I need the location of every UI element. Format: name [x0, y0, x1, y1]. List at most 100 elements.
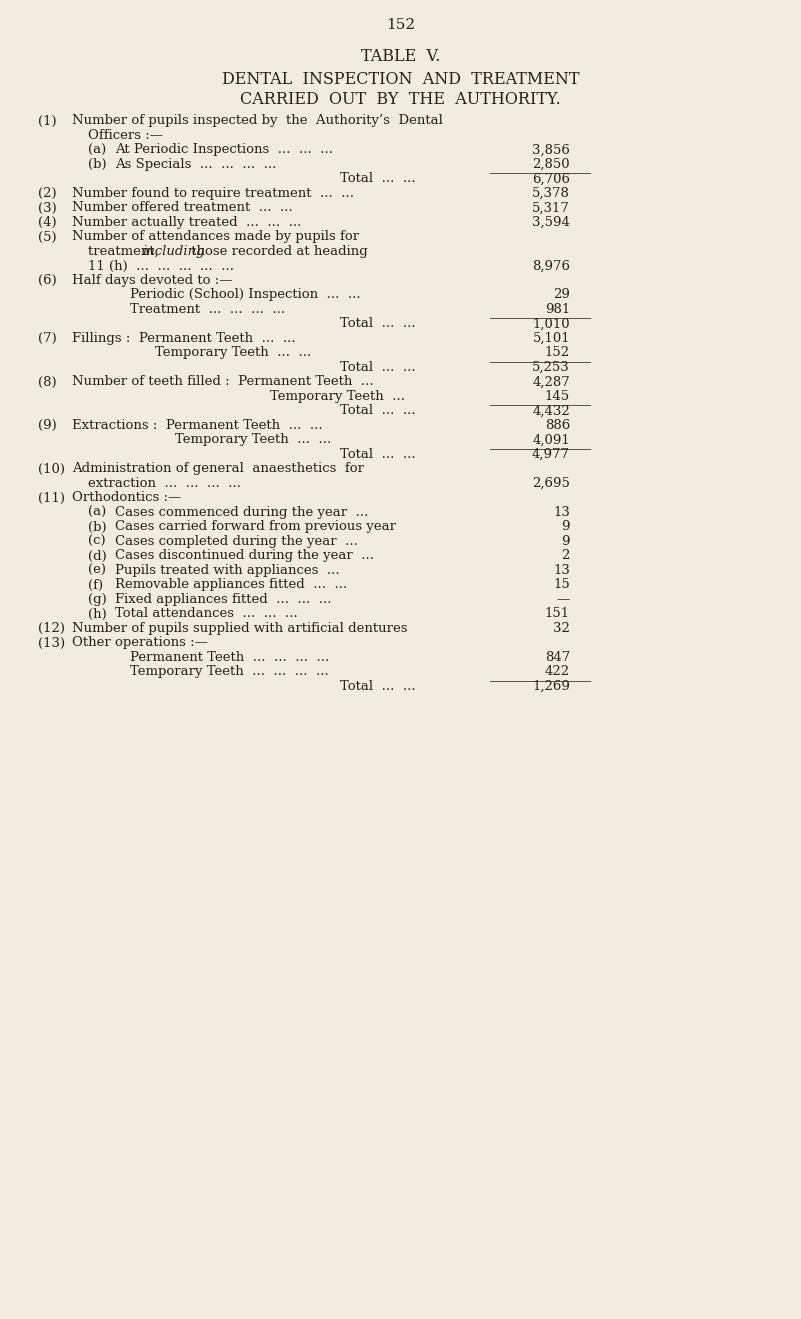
Text: (c): (c) [88, 536, 106, 547]
Text: Fixed appliances fitted  ...  ...  ...: Fixed appliances fitted ... ... ... [115, 594, 332, 605]
Text: (g): (g) [88, 594, 107, 605]
Text: Total  ...  ...: Total ... ... [340, 405, 416, 418]
Text: (f): (f) [88, 579, 103, 591]
Text: 151: 151 [545, 608, 570, 620]
Text: Number of pupils inspected by  the  Authority’s  Dental: Number of pupils inspected by the Author… [72, 115, 443, 128]
Text: Temporary Teeth  ...  ...: Temporary Teeth ... ... [175, 434, 332, 446]
Text: 13: 13 [553, 565, 570, 576]
Text: Periodic (School) Inspection  ...  ...: Periodic (School) Inspection ... ... [130, 289, 360, 302]
Text: (10): (10) [38, 463, 65, 475]
Text: including: including [143, 245, 205, 259]
Text: 1,269: 1,269 [532, 681, 570, 692]
Text: 11 (h)  ...  ...  ...  ...  ...: 11 (h) ... ... ... ... ... [88, 260, 234, 273]
Text: (12): (12) [38, 623, 65, 634]
Text: At Periodic Inspections  ...  ...  ...: At Periodic Inspections ... ... ... [115, 144, 333, 157]
Text: Total  ...  ...: Total ... ... [340, 448, 416, 460]
Text: 145: 145 [545, 390, 570, 404]
Text: Temporary Teeth  ...: Temporary Teeth ... [270, 390, 405, 404]
Text: (e): (e) [88, 565, 106, 576]
Text: (9): (9) [38, 419, 57, 433]
Text: Pupils treated with appliances  ...: Pupils treated with appliances ... [115, 565, 340, 576]
Text: Half days devoted to :—: Half days devoted to :— [72, 274, 232, 288]
Text: 5,253: 5,253 [532, 361, 570, 375]
Text: 152: 152 [545, 347, 570, 360]
Text: Cases completed during the year  ...: Cases completed during the year ... [115, 536, 358, 547]
Text: (b): (b) [88, 521, 107, 533]
Text: 29: 29 [553, 289, 570, 302]
Text: (h): (h) [88, 608, 107, 620]
Text: (4): (4) [38, 216, 57, 230]
Text: Number of attendances made by pupils for: Number of attendances made by pupils for [72, 231, 359, 244]
Text: Total  ...  ...: Total ... ... [340, 361, 416, 375]
Text: Permanent Teeth  ...  ...  ...  ...: Permanent Teeth ... ... ... ... [130, 652, 329, 663]
Text: Number actually treated  ...  ...  ...: Number actually treated ... ... ... [72, 216, 301, 230]
Text: (a): (a) [88, 506, 107, 518]
Text: Cases carried forward from previous year: Cases carried forward from previous year [115, 521, 396, 533]
Text: 2,695: 2,695 [532, 477, 570, 489]
Text: (2): (2) [38, 187, 57, 200]
Text: Cases commenced during the year  ...: Cases commenced during the year ... [115, 506, 368, 518]
Text: 6,706: 6,706 [532, 173, 570, 186]
Text: 8,976: 8,976 [532, 260, 570, 273]
Text: 4,977: 4,977 [532, 448, 570, 460]
Text: Extractions :  Permanent Teeth  ...  ...: Extractions : Permanent Teeth ... ... [72, 419, 323, 433]
Text: —: — [557, 594, 570, 605]
Text: Temporary Teeth  ...  ...  ...  ...: Temporary Teeth ... ... ... ... [130, 666, 328, 678]
Text: 422: 422 [545, 666, 570, 678]
Text: (6): (6) [38, 274, 57, 288]
Text: Orthodontics :—: Orthodontics :— [72, 492, 181, 504]
Text: Number of teeth filled :  Permanent Teeth  ...: Number of teeth filled : Permanent Teeth… [72, 376, 373, 389]
Text: 2,850: 2,850 [533, 158, 570, 171]
Text: DENTAL  INSPECTION  AND  TREATMENT: DENTAL INSPECTION AND TREATMENT [222, 71, 579, 88]
Text: 886: 886 [545, 419, 570, 433]
Text: Officers :—: Officers :— [88, 129, 163, 142]
Text: (7): (7) [38, 332, 57, 346]
Text: (a): (a) [88, 144, 107, 157]
Text: 4,287: 4,287 [532, 376, 570, 389]
Text: Total  ...  ...: Total ... ... [340, 681, 416, 692]
Text: Total  ...  ...: Total ... ... [340, 318, 416, 331]
Text: (d): (d) [88, 550, 107, 562]
Text: Total attendances  ...  ...  ...: Total attendances ... ... ... [115, 608, 298, 620]
Text: 2: 2 [562, 550, 570, 562]
Text: treatment,: treatment, [88, 245, 163, 259]
Text: 9: 9 [562, 521, 570, 533]
Text: extraction  ...  ...  ...  ...: extraction ... ... ... ... [88, 477, 241, 489]
Text: Number found to require treatment  ...  ...: Number found to require treatment ... ..… [72, 187, 354, 200]
Text: 5,317: 5,317 [532, 202, 570, 215]
Text: Cases discontinued during the year  ...: Cases discontinued during the year ... [115, 550, 374, 562]
Text: (b): (b) [88, 158, 107, 171]
Text: 1,010: 1,010 [533, 318, 570, 331]
Text: 4,091: 4,091 [532, 434, 570, 446]
Text: (11): (11) [38, 492, 65, 504]
Text: 152: 152 [386, 18, 415, 32]
Text: Total  ...  ...: Total ... ... [340, 173, 416, 186]
Text: (5): (5) [38, 231, 57, 244]
Text: Administration of general  anaesthetics  for: Administration of general anaesthetics f… [72, 463, 364, 475]
Text: 3,594: 3,594 [532, 216, 570, 230]
Text: 32: 32 [553, 623, 570, 634]
Text: (8): (8) [38, 376, 57, 389]
Text: 5,378: 5,378 [532, 187, 570, 200]
Text: 4,432: 4,432 [532, 405, 570, 418]
Text: Removable appliances fitted  ...  ...: Removable appliances fitted ... ... [115, 579, 348, 591]
Text: those recorded at heading: those recorded at heading [187, 245, 368, 259]
Text: 13: 13 [553, 506, 570, 518]
Text: 981: 981 [545, 303, 570, 317]
Text: As Specials  ...  ...  ...  ...: As Specials ... ... ... ... [115, 158, 276, 171]
Text: Other operations :—: Other operations :— [72, 637, 208, 649]
Text: 15: 15 [553, 579, 570, 591]
Text: Number offered treatment  ...  ...: Number offered treatment ... ... [72, 202, 292, 215]
Text: CARRIED  OUT  BY  THE  AUTHORITY.: CARRIED OUT BY THE AUTHORITY. [240, 91, 561, 108]
Text: 5,101: 5,101 [533, 332, 570, 346]
Text: Temporary Teeth  ...  ...: Temporary Teeth ... ... [155, 347, 312, 360]
Text: 9: 9 [562, 536, 570, 547]
Text: (1): (1) [38, 115, 57, 128]
Text: (13): (13) [38, 637, 65, 649]
Text: 847: 847 [545, 652, 570, 663]
Text: Fillings :  Permanent Teeth  ...  ...: Fillings : Permanent Teeth ... ... [72, 332, 296, 346]
Text: (3): (3) [38, 202, 57, 215]
Text: Treatment  ...  ...  ...  ...: Treatment ... ... ... ... [130, 303, 285, 317]
Text: 3,856: 3,856 [532, 144, 570, 157]
Text: Number of pupils supplied with artificial dentures: Number of pupils supplied with artificia… [72, 623, 408, 634]
